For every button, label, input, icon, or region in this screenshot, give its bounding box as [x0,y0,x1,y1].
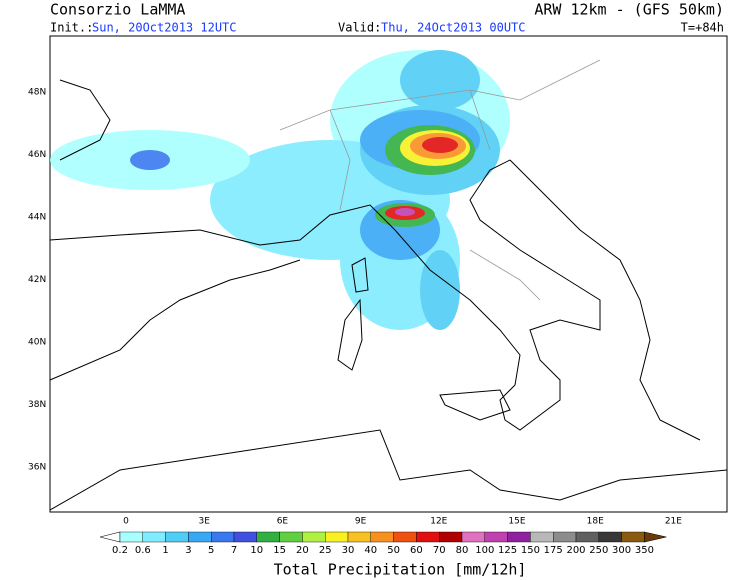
colorbar-box [416,531,440,543]
lead-time: T=+84h [681,21,724,35]
colorbar-title: Total Precipitation [mm/12h] [274,561,527,579]
colorbar-label: 25 [319,545,332,556]
model: ARW 12km - (GFS 50km) [534,1,724,19]
lon-label: 6E [277,517,289,527]
colorbar-label: 0.2 [112,545,128,556]
colorbar-label: 15 [273,545,286,556]
colorbar-box [256,531,280,543]
colorbar-label: 5 [208,545,214,556]
colorbar-box [393,531,417,543]
colorbar-box [325,531,349,543]
colorbar-label: 3 [185,545,191,556]
colorbar-label: 250 [589,545,608,556]
colorbar-box [553,531,577,543]
colorbar-box [575,531,599,543]
colorbar-label: 200 [566,545,585,556]
colorbar-box [188,531,212,543]
lat-label: 36N [28,463,46,473]
colorbar-label: 20 [296,545,309,556]
colorbar-end [99,531,121,543]
lat-label: 40N [28,338,46,348]
map [49,35,728,513]
lon-label: 3E [198,517,210,527]
colorbar-box [119,531,143,543]
colorbar-label: 60 [410,545,423,556]
colorbar-label: 7 [231,545,237,556]
colorbar-label: 50 [387,545,400,556]
lon-label: 21E [665,517,682,527]
colorbar-label: 0.6 [135,545,151,556]
colorbar-box [302,531,326,543]
colorbar-box [621,531,645,543]
valid-label: Valid: [338,21,381,35]
colorbar-box [484,531,508,543]
lat-label: 48N [28,88,46,98]
colorbar-box [530,531,554,543]
coastlines [49,59,728,511]
colorbar-box [142,531,166,543]
lon-label: 0 [123,517,129,527]
lon-labels: 0 3E 6E 9E 12E 15E 18E 21E [123,517,682,527]
colorbar-box [461,531,485,543]
colorbar-label: 1 [162,545,168,556]
colorbar-end [644,531,667,543]
colorbar: 0.2 0.6 1 3 5 7 10 15 20 25 30 40 50 60 70 80 100 125 150 1… [99,531,667,556]
colorbar-box [210,531,235,543]
colorbar-label: 350 [635,545,654,556]
colorbar-label: 80 [456,545,469,556]
lon-label: 18E [587,517,604,527]
colorbar-box [439,531,463,543]
colorbar-label: 100 [475,545,494,556]
colorbar-label: 40 [364,545,377,556]
colorbar-label: 125 [498,545,517,556]
colorbar-label: 175 [544,545,563,556]
colorbar-label: 30 [342,545,355,556]
precipitation [50,50,510,330]
lat-label: 38N [28,400,46,410]
lat-label: 46N [28,150,46,160]
title: Consorzio LaMMA [50,1,185,19]
lat-label: 44N [28,213,46,223]
colorbar-box [165,531,189,543]
colorbar-box [347,531,371,543]
colorbar-label: 150 [521,545,540,556]
colorbar-box [370,531,394,543]
colorbar-box [507,531,531,543]
lat-label: 42N [28,275,46,285]
colorbar-box [233,531,257,543]
init-label: Init.: [50,21,93,35]
lon-label: 9E [355,517,367,527]
valid-value: Thu, 24Oct2013 00UTC [381,21,526,35]
lon-label: 12E [430,517,447,527]
lat-labels: 48N 46N 44N 42N 40N 38N 36N [28,88,46,473]
colorbar-box [279,531,303,543]
lon-label: 15E [508,517,525,527]
colorbar-label: 10 [250,545,263,556]
colorbar-label: 300 [612,545,631,556]
colorbar-label: 70 [433,545,446,556]
init-value: Sun, 20Oct2013 12UTC [92,21,237,35]
colorbar-box [598,531,622,543]
